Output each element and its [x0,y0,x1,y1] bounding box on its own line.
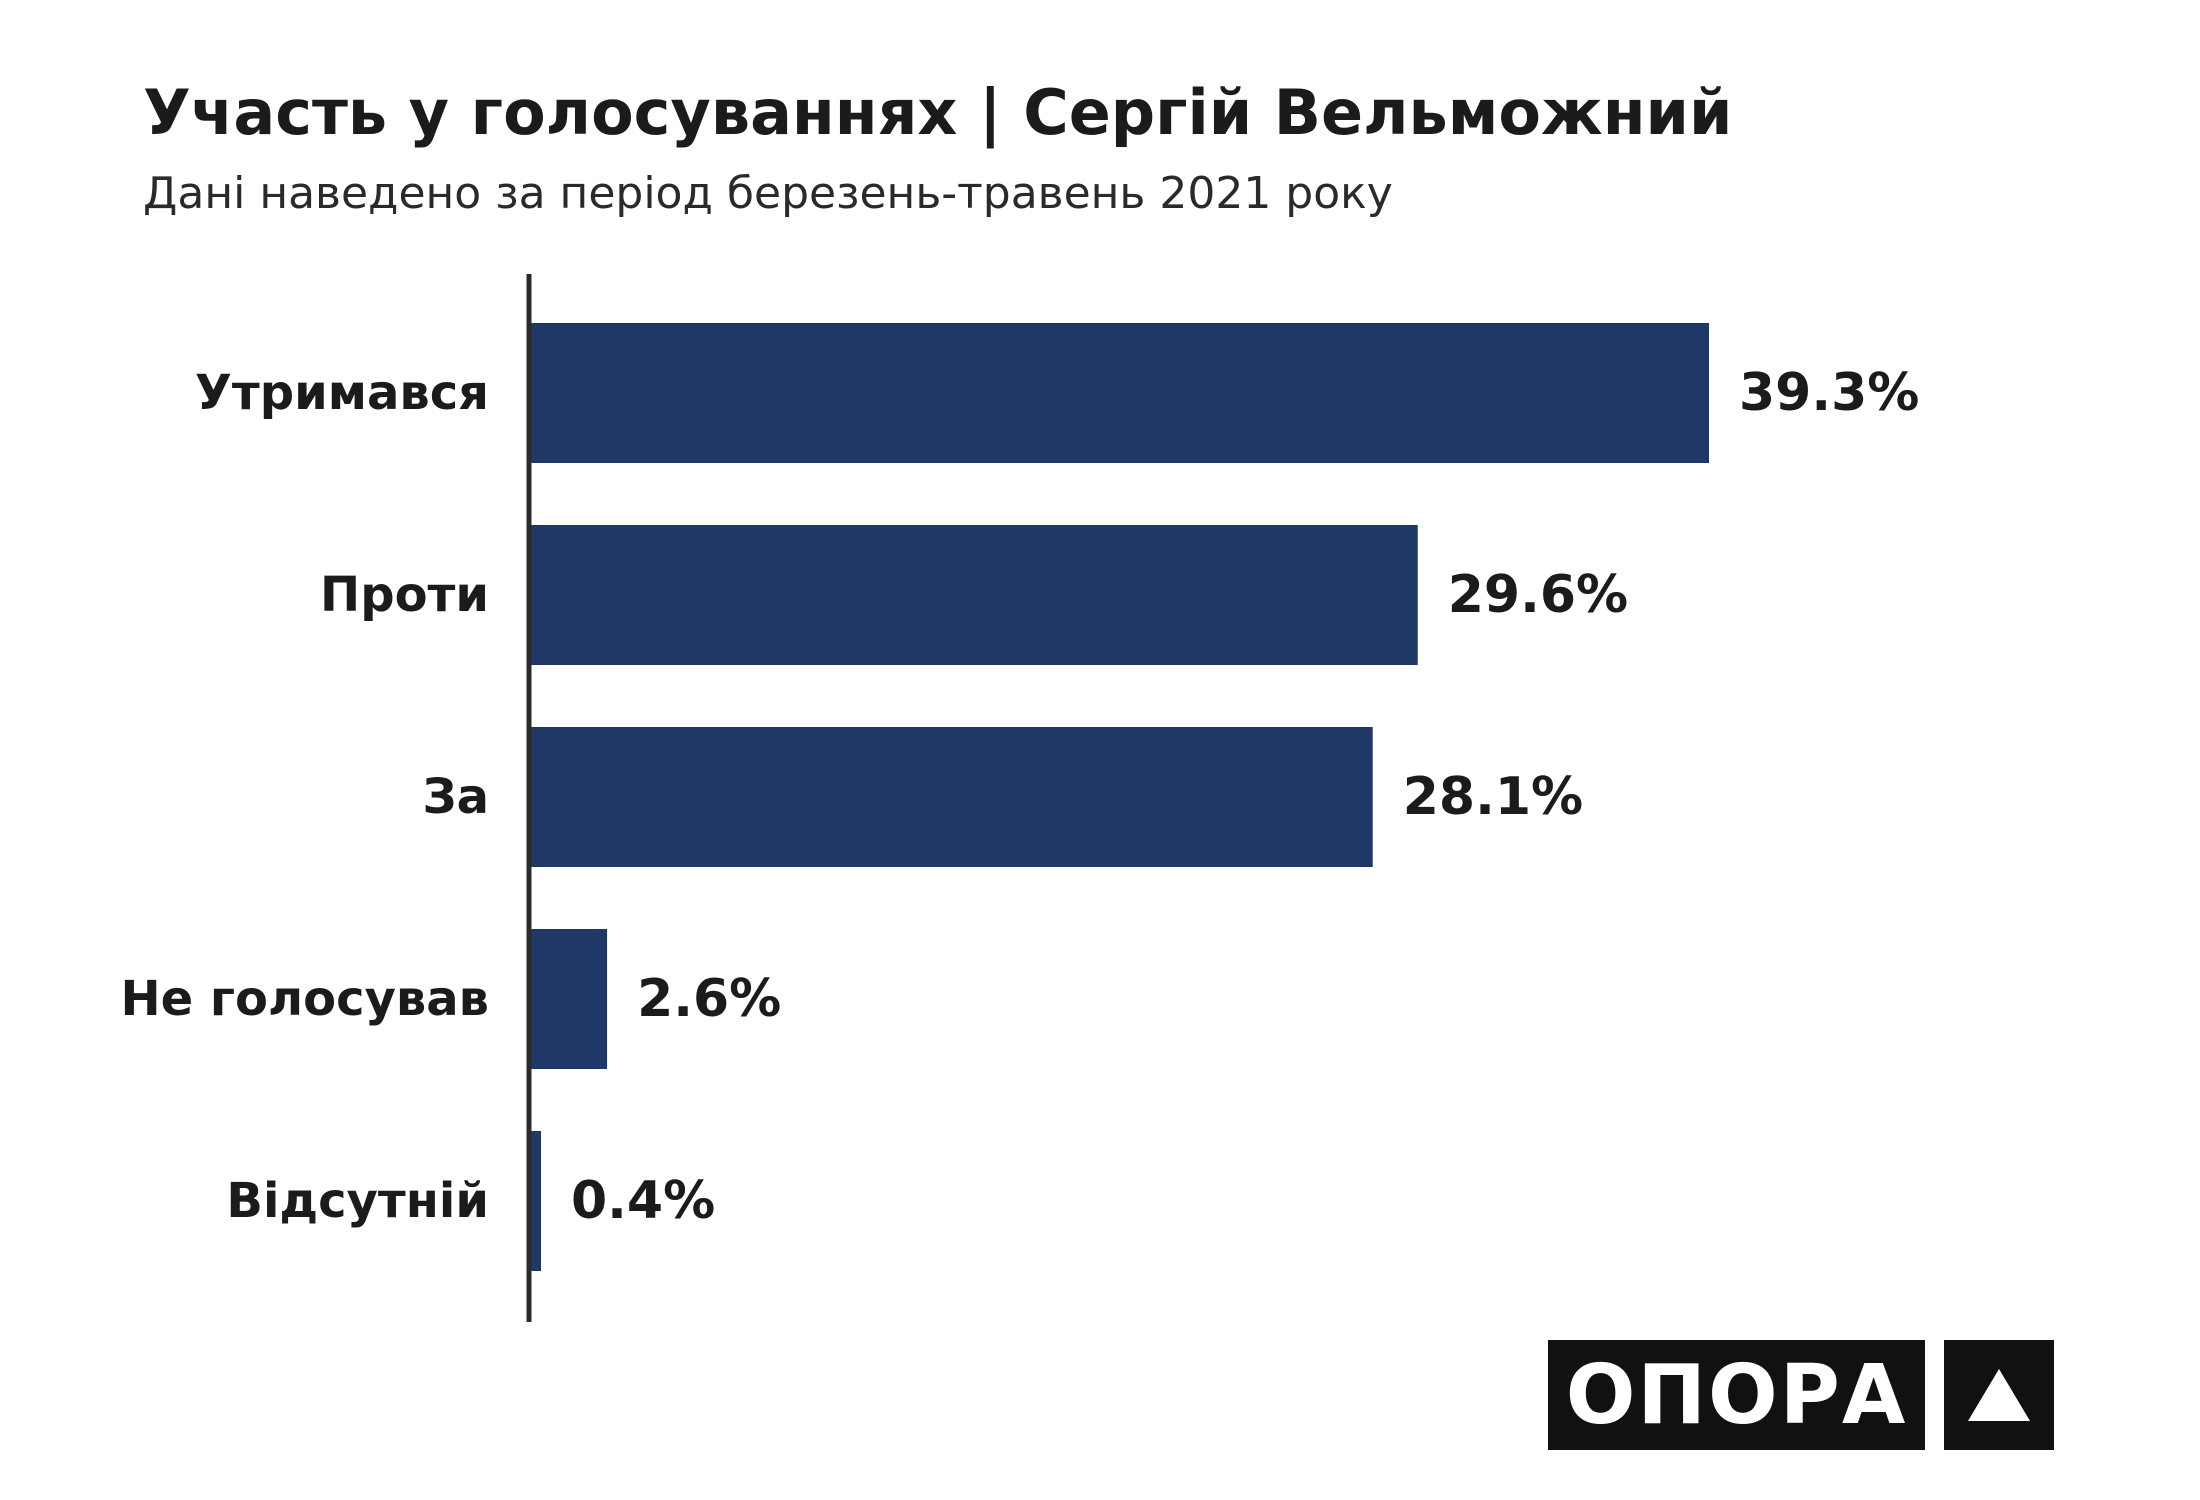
bar [529,929,608,1069]
bar [529,323,1709,463]
value-label: 2.6% [637,969,781,1029]
opora-logo: ОПОРА [1548,1340,1925,1450]
category-label: Відсутній [226,1173,489,1229]
category-label: За [423,769,490,825]
bar [529,525,1418,665]
triangle-up-icon [1968,1369,2030,1421]
chart-title: Участь у голосуваннях | Сергій Вельможни… [143,76,1733,149]
category-label: Не голосував [120,971,489,1027]
bar [529,727,1373,867]
bar [529,1131,542,1271]
category-label: Утримався [195,365,489,421]
value-label: 0.4% [571,1171,715,1231]
opora-logo-mark [1944,1340,2054,1450]
value-label: 29.6% [1448,565,1628,625]
category-label: Проти [320,567,489,623]
value-label: 39.3% [1739,363,1919,423]
chart-subtitle: Дані наведено за період березень-травень… [143,168,1393,219]
logo-text: ОПОРА [1565,1347,1908,1443]
value-label: 28.1% [1403,767,1583,827]
